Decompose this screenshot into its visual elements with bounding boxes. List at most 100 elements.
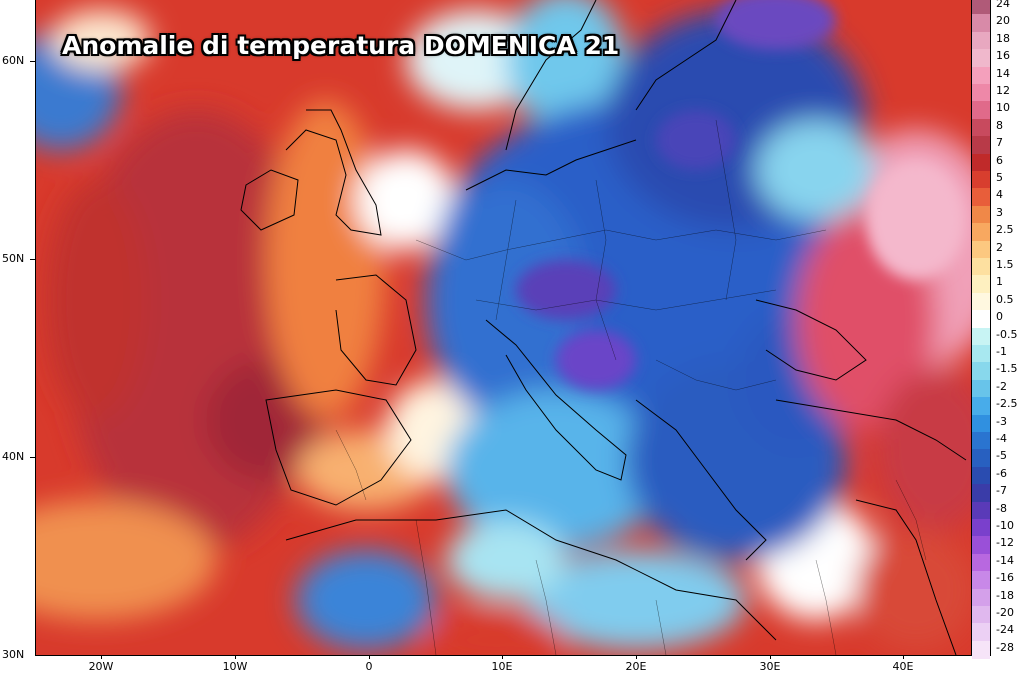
- legend-swatch: [972, 258, 990, 276]
- legend-label: -24: [996, 623, 1014, 637]
- anomaly-field: [36, 0, 972, 655]
- legend-swatch: [972, 588, 990, 607]
- legend-swatch: [972, 345, 990, 363]
- legend-label: -18: [996, 588, 1014, 602]
- legend-label: -14: [996, 553, 1014, 567]
- color-legend: [971, 0, 991, 659]
- legend-label: -1.5: [996, 362, 1018, 376]
- legend-label: -4: [996, 432, 1007, 445]
- legend-label: 2.5: [996, 223, 1014, 237]
- legend-swatch: [972, 101, 990, 120]
- legend-label: -10: [996, 519, 1014, 532]
- legend-swatch: [972, 153, 990, 172]
- legend-label: -0.5: [996, 327, 1018, 341]
- legend-label: -3: [996, 414, 1007, 428]
- legend-swatch: [972, 171, 990, 189]
- country-borders: [335, 119, 927, 655]
- anomaly-core: [516, 0, 966, 390]
- y-tick: [30, 259, 35, 260]
- legend-label: 0.5: [996, 292, 1014, 306]
- legend-label: 4: [996, 188, 1003, 202]
- legend-swatch: [972, 327, 990, 346]
- legend-label: 16: [996, 49, 1010, 63]
- x-label-10e: 10E: [491, 660, 513, 673]
- legend-label: -5: [996, 449, 1007, 463]
- legend-label: 10: [996, 101, 1010, 115]
- legend-swatch: [972, 118, 990, 137]
- legend-swatch: [972, 49, 990, 68]
- x-label-20e: 20E: [625, 660, 647, 673]
- legend-label: 1.5: [996, 258, 1014, 271]
- legend-swatch: [972, 519, 990, 537]
- x-tick: [502, 655, 503, 659]
- legend-swatch: [972, 606, 990, 624]
- temperature-anomaly-map: [35, 0, 972, 655]
- legend-label: -16: [996, 571, 1014, 585]
- legend-swatch: [972, 31, 990, 50]
- legend-swatch: [972, 188, 990, 207]
- legend-swatch: [972, 0, 990, 15]
- legend-label: 14: [996, 66, 1010, 80]
- legend-swatch: [972, 205, 990, 224]
- y-label-40n: 40N: [2, 450, 25, 463]
- legend-swatch: [972, 536, 990, 555]
- legend-swatch: [972, 449, 990, 468]
- legend-label: 20: [996, 14, 1010, 28]
- legend-swatch: [972, 484, 990, 503]
- x-label-20w: 20W: [88, 660, 114, 673]
- legend-swatch: [972, 379, 990, 398]
- x-tick: [369, 655, 370, 659]
- legend-label: 8: [996, 118, 1003, 132]
- legend-label: 3: [996, 205, 1003, 219]
- x-tick: [770, 655, 771, 659]
- x-label-10w: 10W: [222, 660, 248, 673]
- legend-label: 7: [996, 136, 1003, 150]
- legend-swatch: [972, 432, 990, 450]
- x-label-40e: 40E: [892, 660, 914, 673]
- coastlines: [240, 0, 967, 655]
- legend-label: -7: [996, 484, 1007, 498]
- legend-label: -6: [996, 466, 1007, 480]
- legend-label: -2.5: [996, 397, 1018, 411]
- x-tick: [636, 655, 637, 659]
- x-tick: [903, 655, 904, 659]
- legend-label: 12: [996, 84, 1010, 97]
- legend-label: 18: [996, 31, 1010, 45]
- legend-label: -12: [996, 536, 1014, 550]
- y-label-60n: 60N: [2, 54, 25, 67]
- legend-swatch: [972, 623, 990, 642]
- legend-swatch: [972, 362, 990, 381]
- legend-swatch: [972, 553, 990, 572]
- legend-swatch: [972, 640, 990, 659]
- x-tick: [235, 655, 236, 659]
- legend-swatch: [972, 310, 990, 329]
- legend-label: 1: [996, 275, 1003, 289]
- legend-swatch: [972, 571, 990, 590]
- legend-swatch: [972, 292, 990, 311]
- y-label-30n: 30N: [2, 648, 25, 661]
- legend-swatch: [972, 240, 990, 259]
- legend-swatch: [972, 84, 990, 102]
- y-tick: [30, 61, 35, 62]
- legend-label: 5: [996, 171, 1003, 184]
- legend-label: -8: [996, 501, 1007, 515]
- legend-label: -1: [996, 345, 1007, 358]
- legend-swatch: [972, 14, 990, 33]
- legend-swatch: [972, 275, 990, 294]
- legend-swatch: [972, 223, 990, 242]
- legend-label: -20: [996, 606, 1014, 619]
- y-label-50n: 50N: [2, 252, 25, 265]
- x-tick: [101, 655, 102, 659]
- legend-label: 24: [996, 0, 1010, 10]
- map-title: Anomalie di temperatura DOMENICA 21: [62, 31, 620, 60]
- x-label-30e: 30E: [759, 660, 781, 673]
- map-canvas: [36, 0, 972, 655]
- legend-swatch: [972, 397, 990, 416]
- legend-swatch: [972, 136, 990, 155]
- legend-label: 0: [996, 310, 1003, 324]
- legend-swatch: [972, 466, 990, 485]
- x-label-0: 0: [365, 660, 373, 673]
- legend-label: -28: [996, 640, 1014, 654]
- legend-label: 6: [996, 153, 1003, 167]
- y-tick: [30, 457, 35, 458]
